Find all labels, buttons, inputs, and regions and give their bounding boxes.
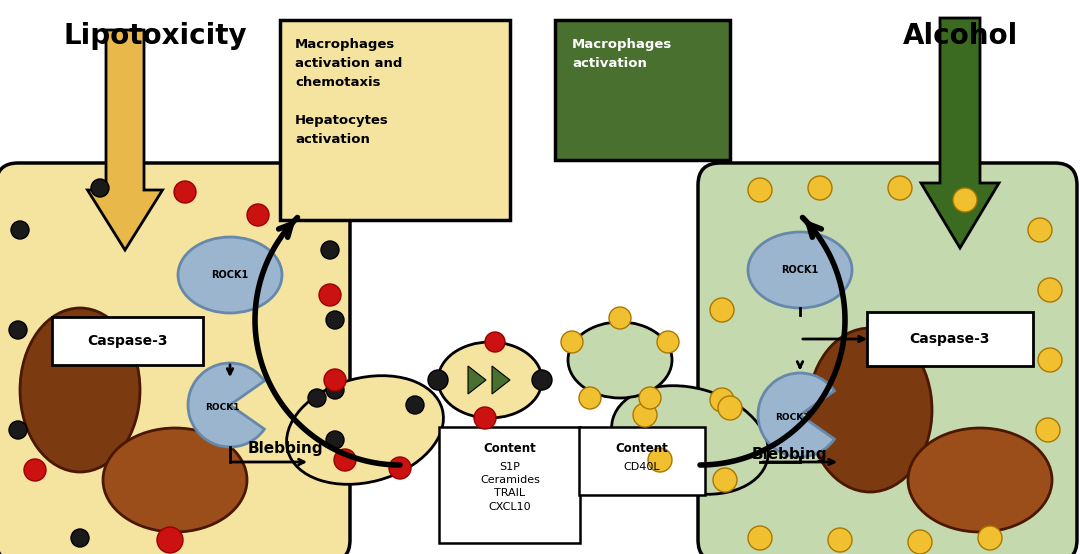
FancyBboxPatch shape bbox=[438, 427, 580, 543]
Ellipse shape bbox=[568, 322, 672, 398]
Circle shape bbox=[888, 176, 912, 200]
Wedge shape bbox=[758, 373, 835, 457]
Circle shape bbox=[748, 178, 772, 202]
Circle shape bbox=[428, 370, 448, 390]
Circle shape bbox=[71, 529, 89, 547]
Ellipse shape bbox=[808, 328, 932, 492]
Circle shape bbox=[710, 388, 734, 412]
Circle shape bbox=[1036, 418, 1059, 442]
FancyBboxPatch shape bbox=[579, 427, 705, 495]
FancyBboxPatch shape bbox=[280, 20, 510, 220]
Circle shape bbox=[1038, 278, 1062, 302]
Text: ROCK1: ROCK1 bbox=[781, 265, 819, 275]
Circle shape bbox=[718, 396, 742, 420]
Circle shape bbox=[633, 403, 657, 427]
Text: CD40L: CD40L bbox=[623, 462, 660, 472]
Circle shape bbox=[326, 311, 345, 329]
Ellipse shape bbox=[286, 376, 444, 484]
Ellipse shape bbox=[21, 308, 140, 472]
Circle shape bbox=[157, 527, 183, 553]
Circle shape bbox=[326, 431, 345, 449]
FancyBboxPatch shape bbox=[555, 20, 730, 160]
Polygon shape bbox=[468, 366, 486, 394]
Ellipse shape bbox=[748, 232, 852, 308]
Circle shape bbox=[648, 448, 672, 472]
Polygon shape bbox=[492, 366, 510, 394]
Circle shape bbox=[710, 298, 734, 322]
Text: S1P
Ceramides
TRAIL
CXCL10: S1P Ceramides TRAIL CXCL10 bbox=[481, 462, 540, 511]
Circle shape bbox=[24, 459, 46, 481]
Circle shape bbox=[174, 181, 195, 203]
Circle shape bbox=[609, 307, 631, 329]
Circle shape bbox=[326, 381, 345, 399]
FancyBboxPatch shape bbox=[52, 317, 203, 365]
Ellipse shape bbox=[908, 428, 1052, 532]
Circle shape bbox=[579, 387, 600, 409]
Circle shape bbox=[561, 331, 583, 353]
Circle shape bbox=[1028, 218, 1052, 242]
Text: Alcohol: Alcohol bbox=[903, 22, 1017, 50]
Circle shape bbox=[308, 389, 326, 407]
Text: Content: Content bbox=[616, 442, 669, 455]
Circle shape bbox=[91, 179, 109, 197]
FancyBboxPatch shape bbox=[867, 312, 1032, 366]
Text: Content: Content bbox=[484, 442, 537, 455]
Circle shape bbox=[657, 331, 679, 353]
Ellipse shape bbox=[103, 428, 247, 532]
Circle shape bbox=[908, 530, 932, 554]
Ellipse shape bbox=[178, 237, 282, 313]
Circle shape bbox=[9, 421, 27, 439]
FancyBboxPatch shape bbox=[698, 163, 1077, 554]
Text: Macrophages
activation: Macrophages activation bbox=[572, 38, 672, 70]
Circle shape bbox=[389, 457, 411, 479]
Circle shape bbox=[978, 526, 1002, 550]
Circle shape bbox=[953, 188, 977, 212]
Circle shape bbox=[474, 407, 496, 429]
Circle shape bbox=[247, 204, 269, 226]
Text: ROCK1: ROCK1 bbox=[212, 270, 248, 280]
Circle shape bbox=[334, 449, 356, 471]
Text: Blebbing: Blebbing bbox=[248, 440, 324, 455]
Circle shape bbox=[11, 221, 29, 239]
Circle shape bbox=[713, 468, 737, 492]
Circle shape bbox=[321, 241, 339, 259]
Ellipse shape bbox=[611, 386, 769, 494]
Circle shape bbox=[1038, 348, 1062, 372]
Text: Lipotoxicity: Lipotoxicity bbox=[64, 22, 247, 50]
Text: Blebbing: Blebbing bbox=[752, 448, 827, 463]
Circle shape bbox=[808, 176, 832, 200]
Text: ROCK1: ROCK1 bbox=[774, 413, 809, 423]
Circle shape bbox=[532, 370, 552, 390]
FancyBboxPatch shape bbox=[0, 163, 350, 554]
Circle shape bbox=[319, 284, 341, 306]
Text: Caspase-3: Caspase-3 bbox=[909, 332, 990, 346]
Circle shape bbox=[324, 369, 346, 391]
Wedge shape bbox=[188, 363, 265, 447]
Circle shape bbox=[639, 387, 661, 409]
FancyArrow shape bbox=[921, 18, 999, 248]
Ellipse shape bbox=[438, 342, 542, 418]
Circle shape bbox=[828, 528, 852, 552]
FancyArrow shape bbox=[87, 30, 162, 250]
Text: Caspase-3: Caspase-3 bbox=[86, 334, 167, 348]
Circle shape bbox=[9, 321, 27, 339]
Circle shape bbox=[748, 526, 772, 550]
Text: Macrophages
activation and
chemotaxis

Hepatocytes
activation: Macrophages activation and chemotaxis He… bbox=[295, 38, 403, 146]
Circle shape bbox=[485, 332, 505, 352]
Circle shape bbox=[406, 396, 424, 414]
Text: ROCK1: ROCK1 bbox=[205, 403, 240, 413]
